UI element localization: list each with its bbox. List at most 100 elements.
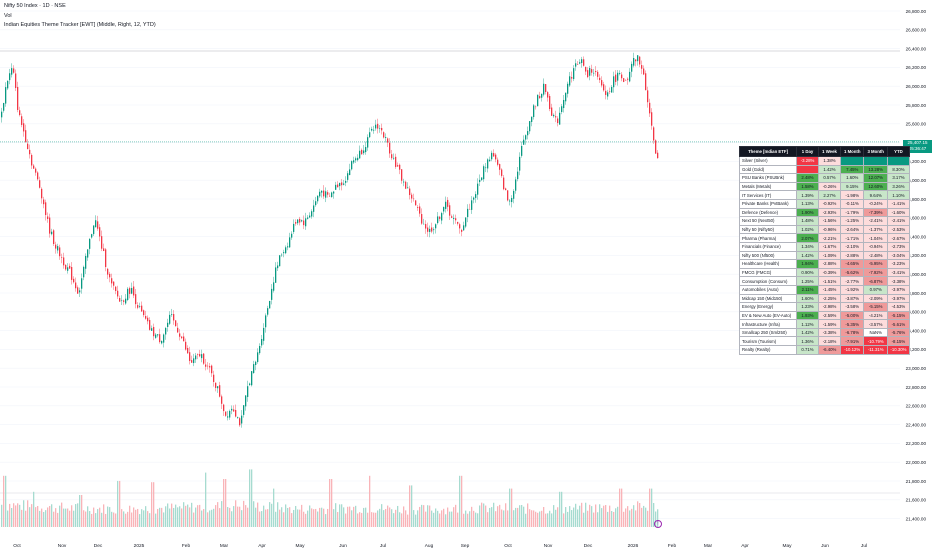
volume-bar bbox=[199, 504, 201, 527]
tracker-row: Infrastructure (Infra) 1.12% -1.59% -5.35% -… bbox=[739, 319, 910, 329]
volume-bar bbox=[71, 505, 73, 527]
candle-body bbox=[603, 84, 605, 91]
tracker-value-cell: -2.48% bbox=[863, 250, 888, 261]
volume-bar bbox=[115, 513, 117, 527]
volume-bar bbox=[223, 479, 225, 527]
tracker-value-cell: NaN% bbox=[863, 327, 888, 338]
volume-bar bbox=[623, 511, 625, 527]
volume-bar bbox=[119, 480, 121, 527]
candle-body bbox=[537, 94, 539, 107]
volume-bar bbox=[449, 511, 451, 527]
candle-body bbox=[43, 199, 45, 205]
candle-body bbox=[417, 207, 419, 208]
tracker-header-cell: YTD bbox=[886, 146, 910, 157]
volume-bar bbox=[251, 469, 253, 527]
volume-bar bbox=[191, 502, 193, 527]
volume-bar bbox=[109, 507, 111, 527]
candle-body bbox=[177, 327, 179, 333]
volume-bar bbox=[485, 505, 487, 527]
volume-bar bbox=[83, 510, 85, 527]
volume-bar bbox=[497, 506, 499, 527]
tracker-row: Automobiles (Auto) 2.11% -1.45% -1.92% 0.97%… bbox=[739, 284, 910, 295]
volume-bar bbox=[209, 510, 211, 527]
volume-bar bbox=[369, 475, 371, 527]
volume-bar bbox=[621, 488, 623, 527]
volume-bar bbox=[281, 507, 283, 527]
volume-bar bbox=[31, 504, 33, 527]
price-axis[interactable]: 26,800.00 26,600.00 26,400.00 26,200.00 26,0… bbox=[906, 9, 927, 522]
volume-bar bbox=[101, 512, 103, 527]
tracker-value-cell: 3.17% bbox=[886, 173, 910, 183]
volume-bar bbox=[599, 504, 601, 527]
y-tick-label: 24,200.00 bbox=[906, 253, 927, 258]
volume-legend[interactable]: Vol bbox=[4, 13, 12, 19]
tracker-value-cell: -8.15% bbox=[886, 336, 910, 347]
candle-body bbox=[635, 59, 637, 62]
volume-bar bbox=[143, 510, 145, 527]
tracker-value-cell: -0.11% bbox=[839, 198, 865, 209]
candle-body bbox=[477, 183, 479, 195]
volume-bar bbox=[443, 508, 445, 527]
volume-bar bbox=[99, 507, 101, 527]
indicator-legend[interactable]: Indian Equities Theme Tracker [EWT] (Mid… bbox=[4, 22, 156, 28]
volume-bar bbox=[417, 510, 419, 527]
x-tick-label: Jul bbox=[380, 543, 386, 549]
candle-body bbox=[129, 288, 131, 294]
candle-body bbox=[317, 195, 319, 202]
candle-body bbox=[399, 164, 401, 170]
tracker-value-cell: -2.41% bbox=[863, 216, 888, 226]
candle-body bbox=[163, 334, 165, 343]
volume-bar bbox=[207, 512, 209, 527]
x-tick-label: Jun bbox=[821, 543, 829, 549]
tracker-value-cell: -1.79% bbox=[839, 207, 865, 218]
volume-bar bbox=[63, 508, 65, 527]
candle-body bbox=[143, 310, 145, 316]
x-tick-label: Apr bbox=[258, 543, 266, 549]
tracker-value-cell: 1.60% bbox=[796, 293, 819, 304]
symbol-title[interactable]: Nifty 50 Index · 1D · NSE bbox=[4, 3, 66, 9]
volume-bar bbox=[155, 513, 157, 527]
volume-bar bbox=[23, 500, 25, 527]
candle-body bbox=[451, 216, 453, 218]
volume-bar bbox=[347, 506, 349, 527]
candle-body bbox=[275, 267, 277, 283]
y-tick-label: 22,400.00 bbox=[906, 422, 927, 427]
y-tick-label: 26,000.00 bbox=[906, 84, 927, 89]
candle-body bbox=[257, 352, 259, 362]
tracker-theme-name: Pharma (Pharma) bbox=[739, 233, 797, 243]
tracker-value-cell: -1.71% bbox=[839, 233, 865, 243]
candle-body bbox=[145, 315, 147, 319]
volume-bar bbox=[557, 507, 559, 527]
candle-body bbox=[355, 158, 357, 161]
candle-body bbox=[259, 346, 261, 354]
candle-body bbox=[641, 65, 643, 69]
volume-bar bbox=[205, 472, 207, 527]
alert-icon[interactable]: ! bbox=[654, 520, 662, 528]
tracker-value-cell: 1.38% bbox=[818, 156, 841, 166]
candle-body bbox=[273, 282, 275, 291]
volume-bar bbox=[591, 506, 593, 527]
candle-body bbox=[119, 298, 121, 302]
tracker-value-cell: 13.28% bbox=[863, 164, 888, 175]
tracker-row: Healthcare (Health) 1.94% -2.88% -4.65% -5.9… bbox=[739, 259, 910, 269]
volume-bar bbox=[327, 508, 329, 527]
candle-body bbox=[205, 364, 207, 367]
y-tick-label: 25,600.00 bbox=[906, 122, 927, 127]
candle-body bbox=[409, 188, 411, 196]
x-tick-label: Apr bbox=[741, 543, 749, 549]
tracker-row: Pharma (Pharma) 2.07% -2.21% -1.71% -1.04% -2… bbox=[739, 233, 910, 243]
time-axis[interactable]: Oct Nov Dec 2025 Feb Mar Apr May Jun Jul Aug Sep Oct… bbox=[13, 543, 867, 549]
candle-body bbox=[13, 68, 15, 73]
volume-bar bbox=[121, 509, 123, 527]
volume-bar bbox=[127, 511, 129, 527]
candle-body bbox=[159, 334, 161, 343]
candle-body bbox=[167, 322, 169, 328]
y-tick-label: 26,600.00 bbox=[906, 28, 927, 33]
tracker-row: Energy (Energy) 1.23% -2.98% -3.58% -5.15% -4… bbox=[739, 302, 910, 312]
tracker-value-cell: 9.15% bbox=[839, 181, 865, 192]
volume-bar bbox=[405, 510, 407, 527]
candle-body bbox=[309, 215, 311, 218]
candle-body bbox=[221, 396, 223, 404]
candle-body bbox=[457, 221, 459, 224]
candle-body bbox=[429, 228, 431, 232]
